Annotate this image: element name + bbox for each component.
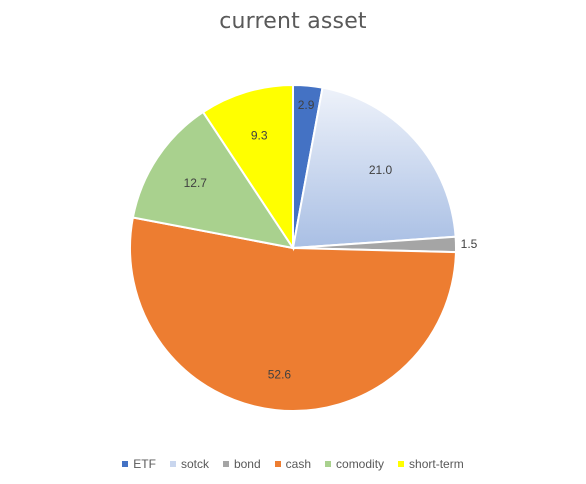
legend-item-comodity: comodity	[325, 457, 384, 471]
legend-item-sotck: sotck	[169, 457, 209, 471]
legend-swatch	[169, 461, 176, 467]
legend-swatch	[398, 461, 405, 467]
legend-item-etf: ETF	[122, 457, 156, 471]
legend-label: cash	[285, 457, 312, 471]
legend-item-bond: bond	[222, 457, 261, 471]
data-label-comodity: 12.7	[184, 176, 208, 190]
data-label-bond: 1.5	[461, 237, 478, 251]
legend-swatch	[325, 461, 332, 467]
pie-slice-cash	[129, 216, 457, 413]
data-label-sotck: 21.0	[369, 163, 393, 177]
data-label-etf: 2.9	[298, 98, 315, 112]
chart-title: current asset	[219, 9, 367, 34]
chart-legend: ETF sotck bond cash comodity short-term	[0, 457, 586, 471]
legend-swatch	[122, 461, 129, 467]
data-label-cash: 52.6	[268, 367, 292, 381]
legend-label: bond	[233, 457, 261, 471]
legend-swatch	[274, 461, 281, 467]
legend-item-short-term: short-term	[398, 457, 464, 471]
pie-slice-short-term	[201, 83, 294, 252]
pie-slice-sotck	[291, 86, 457, 250]
legend-label: short-term	[409, 457, 464, 471]
data-label-short-term: 9.3	[251, 129, 268, 143]
pie-slice-comodity	[131, 110, 296, 250]
legend-label: comodity	[336, 457, 385, 471]
legend-swatch	[222, 461, 229, 467]
legend-label: ETF	[133, 457, 156, 471]
legend-item-cash: cash	[274, 457, 312, 471]
legend-label: sotck	[180, 457, 209, 471]
